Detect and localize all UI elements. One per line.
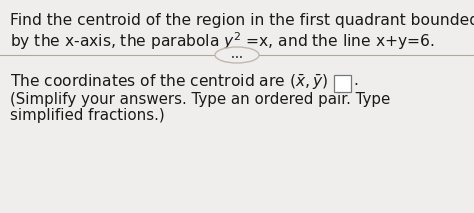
Text: .: . (353, 73, 358, 88)
FancyBboxPatch shape (335, 75, 352, 92)
Text: The coordinates of the centroid are $(\bar{x},\bar{y})$ =: The coordinates of the centroid are $(\b… (10, 73, 346, 92)
Text: by the x-axis, the parabola $y^{2}$ =x, and the line x+y=6.: by the x-axis, the parabola $y^{2}$ =x, … (10, 30, 435, 52)
Text: ...: ... (231, 50, 243, 60)
Ellipse shape (215, 47, 259, 63)
Text: Find the centroid of the region in the first quadrant bounded: Find the centroid of the region in the f… (10, 13, 474, 28)
Text: (Simplify your answers. Type an ordered pair. Type: (Simplify your answers. Type an ordered … (10, 92, 390, 107)
Text: simplified fractions.): simplified fractions.) (10, 108, 165, 123)
